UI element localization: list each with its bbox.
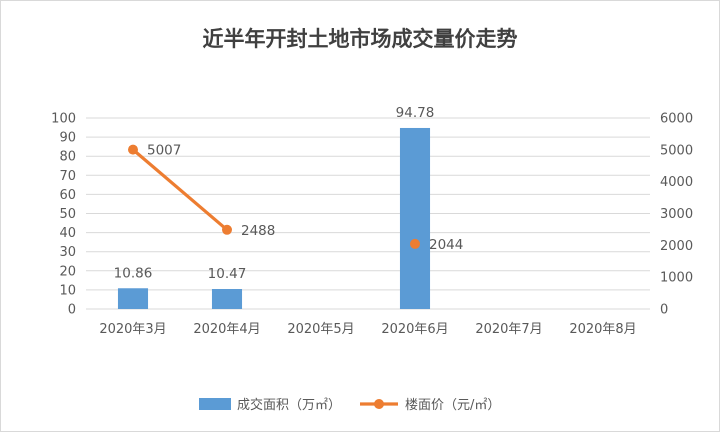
right-axis: 0 1000 2000 3000 4000 5000 6000: [660, 112, 693, 318]
right-tick-label: 2000: [660, 239, 693, 254]
line-point: [410, 238, 420, 249]
x-tick-label: 2020年8月: [569, 322, 636, 337]
bar-data-label: 10.47: [208, 266, 247, 282]
gridlines: [86, 117, 650, 310]
left-tick-label: 20: [59, 264, 76, 279]
data-labels: 10.86 10.47 94.78 5007 2488 2044: [114, 105, 464, 282]
right-tick-label: 3000: [660, 207, 693, 222]
line-point: [128, 144, 138, 155]
bar: [211, 289, 243, 309]
bar-series: [117, 127, 431, 309]
line-point: [222, 224, 232, 235]
left-tick-label: 30: [59, 245, 76, 260]
legend-bar-label: 成交面积（万㎡）: [237, 397, 341, 413]
right-tick-label: 0: [660, 303, 668, 318]
left-axis: 0 10 20 30 40 50 60 70 80 90 100: [51, 112, 76, 318]
left-tick-label: 60: [59, 188, 76, 203]
bar-data-label: 10.86: [114, 265, 153, 281]
left-tick-label: 10: [59, 283, 76, 298]
legend-line-label: 楼面价（元/㎡）: [405, 398, 500, 413]
line-series: [128, 144, 420, 249]
x-tick-label: 2020年3月: [99, 322, 166, 337]
x-tick-label: 2020年4月: [193, 322, 260, 337]
bar: [399, 127, 431, 309]
line-data-label: 2488: [241, 223, 275, 239]
left-tick-label: 100: [51, 112, 76, 127]
legend-line-marker: [374, 399, 384, 409]
line-data-label: 5007: [147, 143, 181, 159]
left-tick-label: 90: [59, 131, 76, 146]
line-segment: [131, 148, 229, 232]
left-tick-label: 80: [59, 150, 76, 165]
left-tick-label: 40: [59, 226, 76, 241]
bar-data-label: 94.78: [396, 105, 435, 121]
left-tick-label: 50: [59, 207, 76, 222]
legend-bar-swatch: [199, 398, 231, 410]
legend: 成交面积（万㎡） 楼面价（元/㎡）: [199, 397, 500, 413]
x-tick-label: 2020年5月: [287, 322, 354, 337]
x-tick-label: 2020年7月: [475, 322, 542, 337]
right-tick-label: 4000: [660, 175, 693, 190]
right-tick-label: 6000: [660, 112, 693, 127]
left-tick-label: 0: [68, 303, 76, 318]
chart-title: 近半年开封土地市场成交量价走势: [203, 27, 518, 51]
left-tick-label: 70: [59, 169, 76, 184]
line-data-label: 2044: [429, 237, 463, 253]
right-tick-label: 5000: [660, 143, 693, 158]
x-tick-label: 2020年6月: [381, 322, 448, 337]
bar: [117, 288, 149, 309]
x-axis: 2020年3月 2020年4月 2020年5月 2020年6月 2020年7月 2020年…: [86, 308, 650, 337]
right-tick-label: 1000: [660, 271, 693, 286]
